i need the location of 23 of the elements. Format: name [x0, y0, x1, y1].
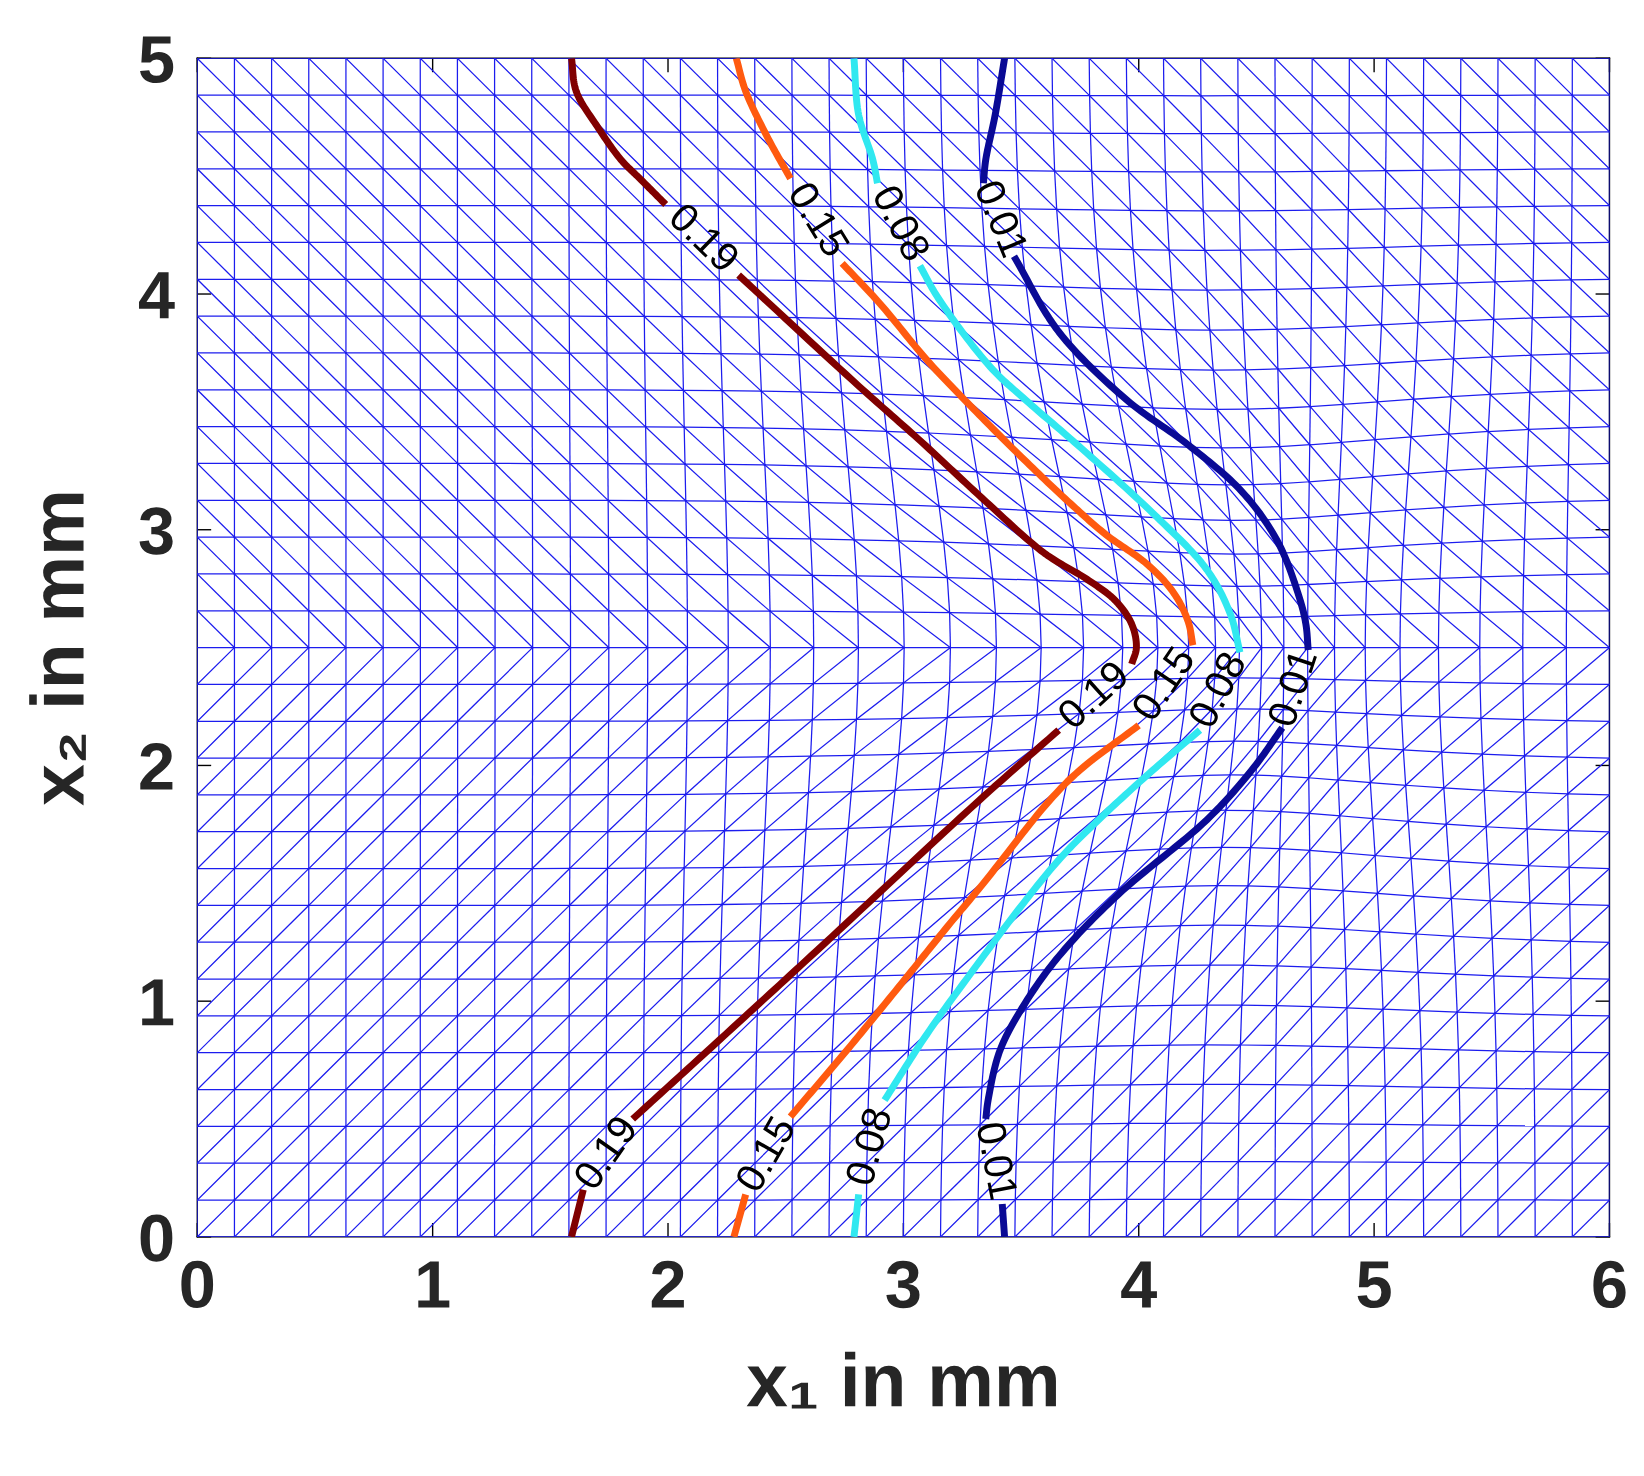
annotation: 0.15	[733, 1114, 797, 1194]
annotation: 0.01	[974, 178, 1030, 259]
x-tick-label: 0	[181, 1260, 214, 1309]
y-tick-label: 2	[140, 743, 173, 790]
annotation: 0.19	[1055, 658, 1131, 731]
x-tick-label: 4	[1121, 1261, 1157, 1308]
x-tick-label: 2	[651, 1260, 684, 1308]
y-tick-label: 5	[140, 36, 174, 84]
annotation: 0.19	[667, 200, 742, 274]
x-tick-label: 5	[1357, 1261, 1391, 1309]
annotation: 0.01	[976, 1121, 1019, 1201]
x-tick-label: 1	[418, 1261, 450, 1308]
annotation: 0.08	[844, 1106, 892, 1187]
x-tick-label: 3	[886, 1260, 920, 1309]
y-tick-label: 3	[139, 507, 173, 555]
y-tick-label: 0	[140, 1214, 173, 1262]
x-tick-label: 6	[1593, 1260, 1626, 1309]
y-axis-title: x₂ in mm	[29, 493, 86, 806]
y-tick-label: 1	[142, 979, 174, 1026]
x-axis-title: x₁ in mm	[746, 1351, 1056, 1409]
annotation: 0.01	[1266, 647, 1318, 728]
y-tick-label: 4	[139, 272, 175, 319]
annotation: 0.08	[871, 182, 932, 263]
